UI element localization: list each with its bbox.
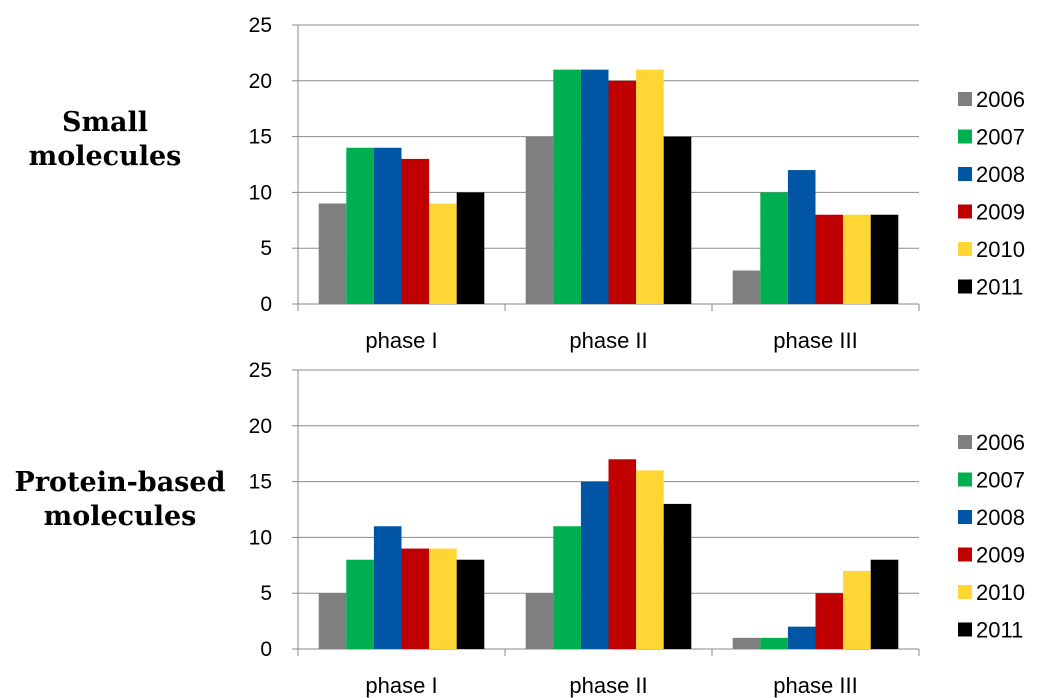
x-category-label: phase I: [365, 673, 437, 698]
bar-2006-phase-III: [732, 270, 761, 304]
bar-2008-phase-III: [787, 170, 816, 304]
bar-2011-phase-II: [663, 503, 692, 649]
legend-swatch: [958, 204, 972, 219]
y-tick-label: 5: [260, 582, 272, 605]
y-tick-label: 15: [249, 126, 272, 149]
legend-swatch: [958, 547, 972, 562]
bar-2006-phase-II: [525, 136, 554, 304]
bar-2009-phase-II: [608, 459, 637, 649]
legend-entry: 2007: [976, 468, 1025, 493]
y-tick-label: 20: [249, 415, 272, 438]
bar-2010-phase-I: [429, 548, 457, 649]
legend-swatch: [958, 167, 972, 181]
legend-entry: 2006: [976, 87, 1025, 112]
bar-2007-phase-II: [553, 526, 581, 649]
legend-swatch: [958, 435, 972, 449]
row-label-small-molecules: Small molecules: [0, 106, 210, 174]
row-label-line1: Protein-based: [14, 467, 226, 498]
legend-swatch: [958, 510, 972, 524]
bar-2010-phase-III: [843, 570, 871, 649]
y-tick-label: 0: [260, 638, 272, 661]
bar-2006-phase-II: [525, 593, 554, 649]
bar-2011-phase-I: [456, 192, 485, 304]
bar-2011-phase-II: [663, 136, 692, 304]
bar-2009-phase-III: [815, 214, 844, 304]
bar-2008-phase-II: [580, 69, 609, 304]
legend-swatch: [958, 472, 972, 487]
bar-2006-phase-I: [318, 203, 347, 304]
x-category-label: phase II: [569, 673, 647, 698]
y-tick-label: 25: [249, 14, 272, 37]
bar-2007-phase-I: [346, 559, 374, 649]
y-tick-label: 5: [260, 237, 272, 260]
x-category-label: phase III: [773, 328, 857, 353]
legend-swatch: [958, 585, 972, 599]
legend-entry: 2010: [976, 580, 1025, 605]
legend-swatch: [958, 242, 972, 256]
bar-2008-phase-II: [580, 481, 609, 649]
bar-2010-phase-II: [636, 69, 664, 304]
x-category-label: phase II: [569, 328, 647, 353]
legend-swatch: [958, 622, 972, 637]
legend-entry: 2010: [976, 237, 1025, 262]
legend-entry: 2006: [976, 430, 1025, 455]
legend-entry: 2007: [976, 125, 1025, 150]
legend-entry: 2009: [976, 543, 1025, 568]
bar-2006-phase-III: [732, 637, 761, 649]
row-label-line2: molecules: [28, 141, 182, 172]
bar-2007-phase-I: [346, 147, 374, 304]
legend-swatch: [958, 92, 972, 106]
row-label-protein-based-molecules: Protein-based molecules: [0, 466, 240, 534]
bar-2008-phase-I: [373, 526, 402, 649]
row-label-line2: molecules: [43, 501, 197, 532]
y-tick-label: 20: [249, 70, 272, 93]
bar-2009-phase-I: [401, 158, 430, 304]
y-tick-label: 10: [249, 526, 272, 549]
bar-2011-phase-III: [870, 214, 899, 304]
legend-entry: 2008: [976, 162, 1025, 187]
x-category-label: phase I: [365, 328, 437, 353]
legend-entry: 2011: [976, 275, 1023, 300]
bar-2009-phase-III: [815, 593, 844, 649]
row-label-line1: Small: [61, 107, 149, 138]
bar-2009-phase-II: [608, 80, 637, 304]
legend-swatch: [958, 129, 972, 144]
y-tick-label: 0: [260, 293, 272, 316]
bar-2011-phase-I: [456, 559, 485, 649]
bar-2011-phase-III: [870, 559, 899, 649]
legend-entry: 2008: [976, 505, 1025, 530]
bar-2010-phase-II: [636, 470, 664, 649]
bar-2007-phase-II: [553, 69, 581, 304]
bar-2007-phase-III: [760, 637, 788, 649]
legend-swatch: [958, 279, 972, 294]
bar-2010-phase-III: [843, 214, 871, 304]
bar-2009-phase-I: [401, 548, 430, 649]
bar-2006-phase-I: [318, 593, 347, 649]
bar-2008-phase-III: [787, 626, 816, 649]
y-tick-label: 25: [249, 359, 272, 382]
legend-entry: 2009: [976, 200, 1025, 225]
bar-2008-phase-I: [373, 147, 402, 304]
legend-entry: 2011: [976, 618, 1023, 643]
bar-2010-phase-I: [429, 203, 457, 304]
bar-2007-phase-III: [760, 192, 788, 304]
x-category-label: phase III: [773, 673, 857, 698]
y-tick-label: 10: [249, 181, 272, 204]
y-tick-label: 15: [249, 471, 272, 494]
